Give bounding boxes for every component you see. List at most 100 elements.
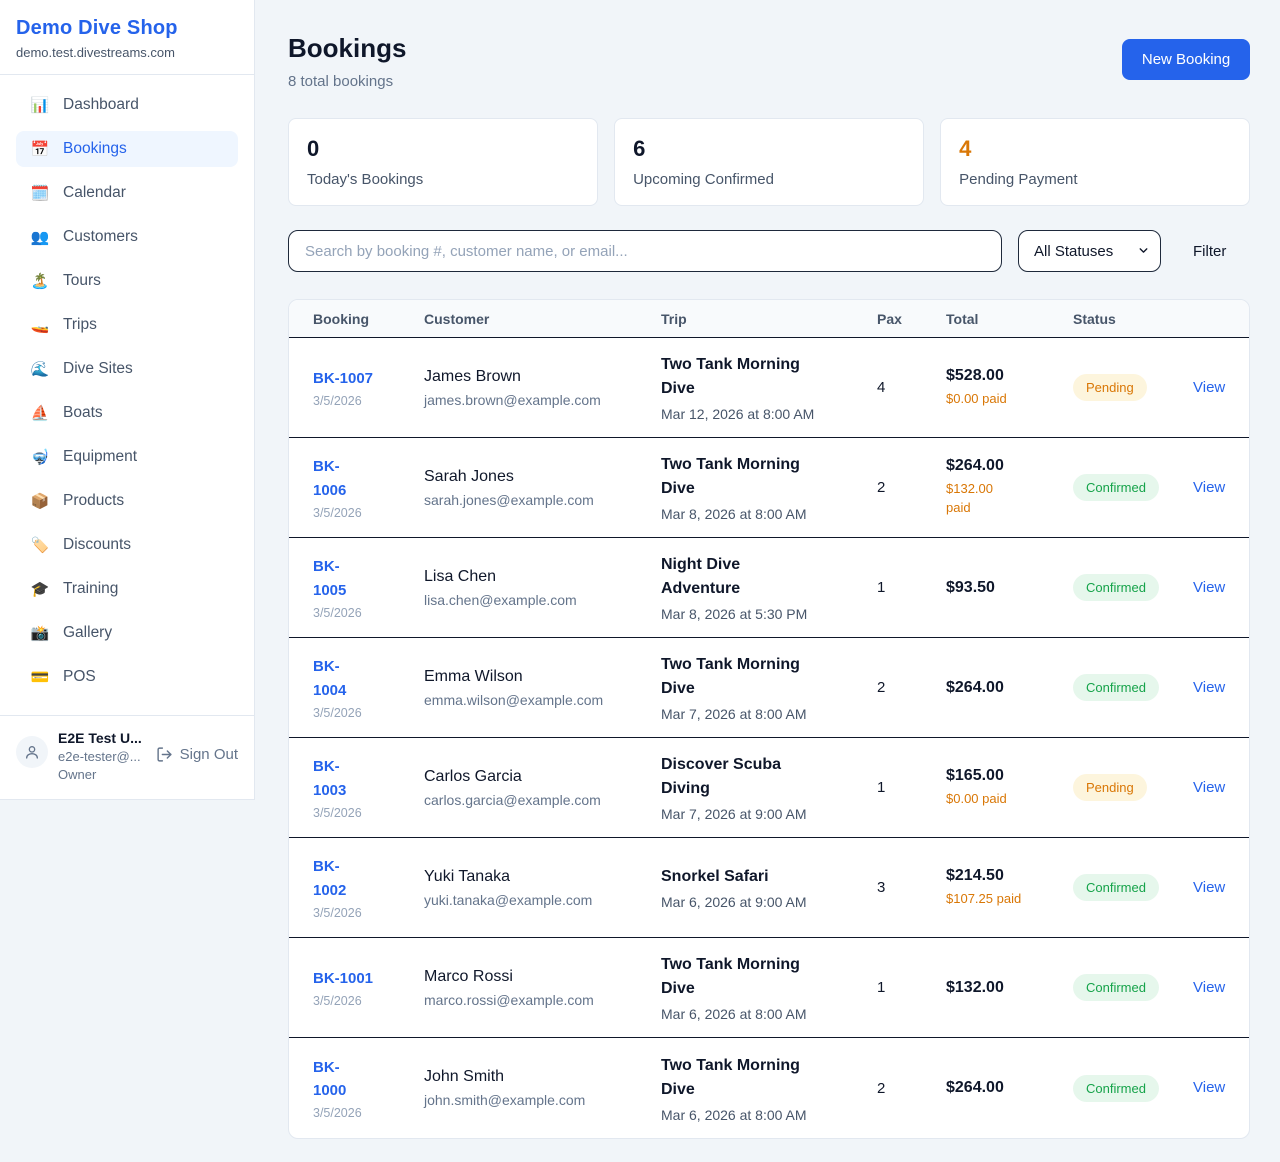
view-link[interactable]: View xyxy=(1193,478,1226,496)
sidebar-item-label: POS xyxy=(63,668,96,685)
total-amount: $264.00 xyxy=(946,678,1004,696)
sidebar: Demo Dive Shop demo.test.divestreams.com… xyxy=(0,0,255,800)
calendar-icon: 🗓️ xyxy=(30,184,50,202)
table-row: BK-1001 3/5/2026 Marco Rossi marco.rossi… xyxy=(289,938,1250,1038)
trip-datetime: Mar 6, 2026 at 8:00 AM xyxy=(661,1106,807,1123)
total-amount: $264.00 xyxy=(946,1079,1004,1096)
col-customer: Customer xyxy=(424,310,490,327)
stat-value: 4 xyxy=(959,136,972,161)
total-amount: $132.00 xyxy=(946,978,1004,996)
pos-icon: 💳 xyxy=(30,668,50,686)
customer-email: james.brown@example.com xyxy=(424,391,601,408)
total-amount: $214.50 xyxy=(946,866,1004,884)
customer-name: Emma Wilson xyxy=(424,667,523,685)
booking-id-link[interactable]: BK- 1004 xyxy=(313,658,347,699)
stats-row: 0 Today's Bookings 6 Upcoming Confirmed … xyxy=(288,118,1251,206)
booking-id-link[interactable]: BK-1007 xyxy=(313,369,374,387)
products-icon: 📦 xyxy=(30,492,50,510)
booking-id-link[interactable]: BK- 1003 xyxy=(313,758,347,799)
sidebar-item-customers[interactable]: 👥 Customers xyxy=(16,219,238,255)
sidebar-item-gallery[interactable]: 📸 Gallery xyxy=(16,615,238,651)
booking-date: 3/5/2026 xyxy=(313,905,362,920)
customer-email: emma.wilson@example.com xyxy=(424,691,604,708)
booking-date: 3/5/2026 xyxy=(313,705,362,720)
bookings-table: Booking Customer Trip Pax Total Status B… xyxy=(288,299,1251,1139)
sidebar-item-tours[interactable]: 🏝️ Tours xyxy=(16,263,238,299)
paid-amount: $107.25 paid xyxy=(946,890,1022,906)
pax-count: 3 xyxy=(877,879,886,896)
page-subtitle: 8 total bookings xyxy=(288,73,394,90)
table-row: BK- 1003 3/5/2026 Carlos Garcia carlos.g… xyxy=(289,738,1250,838)
booking-id-link[interactable]: BK-1001 xyxy=(313,969,374,987)
view-link[interactable]: View xyxy=(1193,878,1226,896)
trips-icon: 🚤 xyxy=(30,316,50,334)
booking-id-link[interactable]: BK- 1000 xyxy=(313,1058,347,1099)
discounts-icon: 🏷️ xyxy=(30,536,50,554)
total-amount: $264.00 xyxy=(946,457,1004,475)
stat-card: 0 Today's Bookings xyxy=(288,118,599,206)
sidebar-item-label: Customers xyxy=(63,228,138,245)
bookings-icon: 📅 xyxy=(30,140,50,158)
view-link[interactable]: View xyxy=(1193,678,1226,696)
table-row: BK- 1000 3/5/2026 John Smith john.smith@… xyxy=(289,1038,1249,1138)
customer-name: Yuki Tanaka xyxy=(424,867,510,885)
booking-id-link[interactable]: BK- 1002 xyxy=(313,858,347,899)
sidebar-item-label: Discounts xyxy=(63,536,132,553)
customer-name: Sarah Jones xyxy=(424,467,514,485)
customer-name: John Smith xyxy=(424,1068,505,1085)
sidebar-item-discounts[interactable]: 🏷️ Discounts xyxy=(16,527,238,563)
booking-id-link[interactable]: BK- 1005 xyxy=(313,558,347,599)
sidebar-item-trips[interactable]: 🚤 Trips xyxy=(16,307,238,343)
col-pax: Pax xyxy=(877,310,902,327)
user-email: e2e-tester@... xyxy=(58,749,141,764)
view-link[interactable]: View xyxy=(1193,378,1226,396)
filter-button[interactable]: Filter xyxy=(1193,242,1227,260)
trip-datetime: Mar 8, 2026 at 5:30 PM xyxy=(661,606,808,622)
customer-email: yuki.tanaka@example.com xyxy=(424,891,593,908)
page-header: Bookings 8 total bookings New Booking xyxy=(288,33,1251,90)
stat-value: 6 xyxy=(633,136,646,161)
trip-name: Two Tank Morning Dive xyxy=(661,956,800,997)
table-row: BK-1007 3/5/2026 James Brown james.brown… xyxy=(289,338,1250,438)
table-row: BK- 1005 3/5/2026 Lisa Chen lisa.chen@ex… xyxy=(289,538,1250,638)
new-booking-button[interactable]: New Booking xyxy=(1121,39,1251,80)
total-amount: $165.00 xyxy=(946,766,1004,784)
view-link[interactable]: View xyxy=(1193,1079,1226,1096)
trip-datetime: Mar 6, 2026 at 8:00 AM xyxy=(661,1006,807,1022)
booking-id-link[interactable]: BK- 1006 xyxy=(313,458,347,499)
customer-email: marco.rossi@example.com xyxy=(424,991,594,1008)
col-booking: Booking xyxy=(313,310,369,327)
customer-name: Lisa Chen xyxy=(424,567,497,585)
search-input[interactable] xyxy=(288,230,1002,272)
trip-name: Night Dive Adventure xyxy=(661,556,741,597)
view-link[interactable]: View xyxy=(1193,778,1226,796)
customer-email: sarah.jones@example.com xyxy=(424,491,594,508)
total-amount: $528.00 xyxy=(946,366,1004,384)
customer-name: Carlos Garcia xyxy=(424,767,522,785)
sidebar-item-boats[interactable]: ⛵ Boats xyxy=(16,395,238,431)
table-body: BK-1007 3/5/2026 James Brown james.brown… xyxy=(289,338,1250,1138)
status-select[interactable]: All Statuses xyxy=(1018,230,1161,272)
trip-datetime: Mar 7, 2026 at 9:00 AM xyxy=(661,806,807,822)
gallery-icon: 📸 xyxy=(30,624,50,642)
shop-name: Demo Dive Shop xyxy=(16,17,178,39)
view-link[interactable]: View xyxy=(1193,578,1226,596)
sidebar-item-dive-sites[interactable]: 🌊 Dive Sites xyxy=(16,351,238,387)
sidebar-item-training[interactable]: 🎓 Training xyxy=(16,571,238,607)
stat-label: Today's Bookings xyxy=(307,171,424,188)
equipment-icon: 🤿 xyxy=(30,448,50,466)
sidebar-item-bookings[interactable]: 📅 Bookings xyxy=(16,131,238,167)
sidebar-item-dashboard[interactable]: 📊 Dashboard xyxy=(16,87,238,123)
pax-count: 2 xyxy=(877,679,886,696)
training-icon: 🎓 xyxy=(30,580,50,598)
sidebar-item-calendar[interactable]: 🗓️ Calendar xyxy=(16,175,238,211)
view-link[interactable]: View xyxy=(1193,978,1226,996)
table-row: BK- 1002 3/5/2026 Yuki Tanaka yuki.tanak… xyxy=(289,838,1250,938)
booking-date: 3/5/2026 xyxy=(313,394,362,409)
sidebar-item-products[interactable]: 📦 Products xyxy=(16,483,238,519)
sidebar-item-equipment[interactable]: 🤿 Equipment xyxy=(16,439,238,475)
sign-out-button[interactable]: Sign Out xyxy=(156,746,238,763)
booking-date: 3/5/2026 xyxy=(313,605,362,620)
sidebar-item-pos[interactable]: 💳 POS xyxy=(16,659,238,695)
paid-amount: $132.00 paid xyxy=(946,481,993,515)
